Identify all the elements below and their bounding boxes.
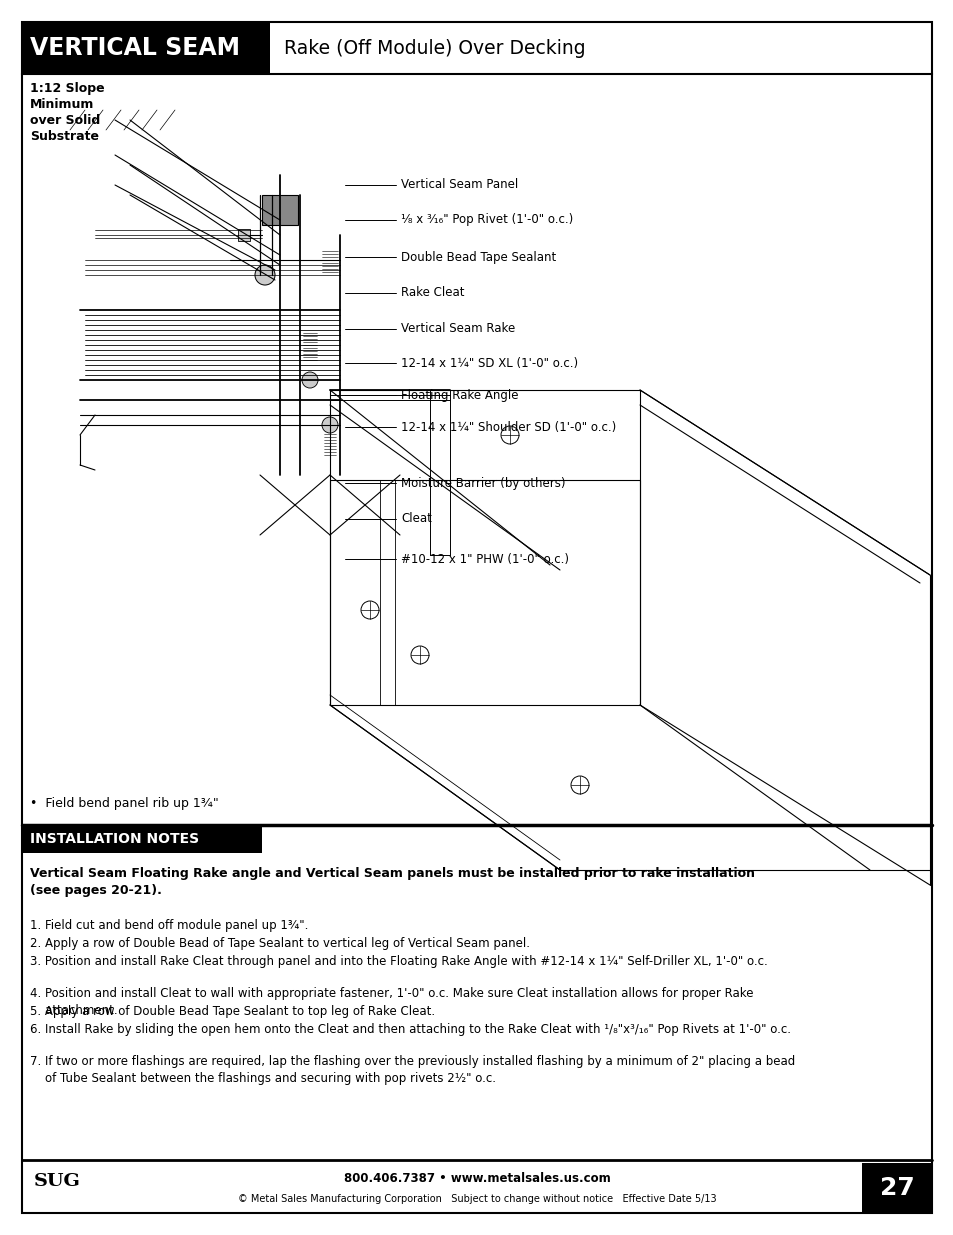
Text: Vertical Seam Panel: Vertical Seam Panel xyxy=(400,179,517,191)
Bar xyxy=(237,228,250,241)
Bar xyxy=(22,22,270,74)
Text: 7. If two or more flashings are required, lap the flashing over the previously i: 7. If two or more flashings are required… xyxy=(30,1055,795,1086)
Text: © Metal Sales Manufacturing Corporation   Subject to change without notice   Eff: © Metal Sales Manufacturing Corporation … xyxy=(237,1194,716,1204)
Circle shape xyxy=(411,646,429,664)
Text: 1:12 Slope
Minimum
over Solid
Substrate: 1:12 Slope Minimum over Solid Substrate xyxy=(30,82,105,143)
Text: 2. Apply a row of Double Bead of Tape Sealant to vertical leg of Vertical Seam p: 2. Apply a row of Double Bead of Tape Se… xyxy=(30,937,530,950)
Text: Floating Rake Angle: Floating Rake Angle xyxy=(400,389,517,401)
Text: ᵀᵂᴳ: ᵀᵂᴳ xyxy=(34,1172,81,1203)
Text: 12-14 x 1¼" Shoulder SD (1'-0" o.c.): 12-14 x 1¼" Shoulder SD (1'-0" o.c.) xyxy=(400,420,616,433)
Text: Cleat: Cleat xyxy=(400,513,432,526)
Circle shape xyxy=(360,601,378,619)
Text: 27: 27 xyxy=(879,1176,913,1200)
Text: Moisture Barrier (by others): Moisture Barrier (by others) xyxy=(400,477,565,489)
Text: •  Field bend panel rib up 1¾": • Field bend panel rib up 1¾" xyxy=(30,797,218,809)
Text: INSTALLATION NOTES: INSTALLATION NOTES xyxy=(30,832,199,846)
Text: Rake Cleat: Rake Cleat xyxy=(400,287,464,300)
Text: 5. Apply a row of Double Bead Tape Sealant to top leg of Rake Cleat.: 5. Apply a row of Double Bead Tape Seala… xyxy=(30,1005,435,1018)
Circle shape xyxy=(322,417,337,433)
Bar xyxy=(22,825,262,853)
Text: 800.406.7387 • www.metalsales.us.com: 800.406.7387 • www.metalsales.us.com xyxy=(343,1172,610,1186)
Text: Double Bead Tape Sealant: Double Bead Tape Sealant xyxy=(400,251,556,263)
Text: 6. Install Rake by sliding the open hem onto the Cleat and then attaching to the: 6. Install Rake by sliding the open hem … xyxy=(30,1023,790,1036)
Text: ¹⁄₈ x ³⁄₁₆" Pop Rivet (1'-0" o.c.): ¹⁄₈ x ³⁄₁₆" Pop Rivet (1'-0" o.c.) xyxy=(400,214,573,226)
Text: 4. Position and install Cleat to wall with appropriate fastener, 1'-0" o.c. Make: 4. Position and install Cleat to wall wi… xyxy=(30,987,753,1016)
Text: Vertical Seam Floating Rake angle and Vertical Seam panels must be installed pri: Vertical Seam Floating Rake angle and Ve… xyxy=(30,867,754,897)
Circle shape xyxy=(254,266,274,285)
Text: 12-14 x 1¼" SD XL (1'-0" o.c.): 12-14 x 1¼" SD XL (1'-0" o.c.) xyxy=(400,357,578,369)
Text: 3. Position and install Rake Cleat through panel and into the Floating Rake Angl: 3. Position and install Rake Cleat throu… xyxy=(30,955,767,968)
Circle shape xyxy=(571,776,588,794)
Text: VERTICAL SEAM: VERTICAL SEAM xyxy=(30,36,240,61)
Bar xyxy=(862,1163,931,1213)
Text: Rake (Off Module) Over Decking: Rake (Off Module) Over Decking xyxy=(284,38,585,58)
Bar xyxy=(262,195,297,225)
Circle shape xyxy=(302,372,317,388)
Text: Vertical Seam Rake: Vertical Seam Rake xyxy=(400,322,515,336)
Text: #10-12 x 1" PHW (1'-0" o.c.): #10-12 x 1" PHW (1'-0" o.c.) xyxy=(400,552,568,566)
Text: 1. Field cut and bend off module panel up 1¾".: 1. Field cut and bend off module panel u… xyxy=(30,919,308,932)
Circle shape xyxy=(500,426,518,445)
